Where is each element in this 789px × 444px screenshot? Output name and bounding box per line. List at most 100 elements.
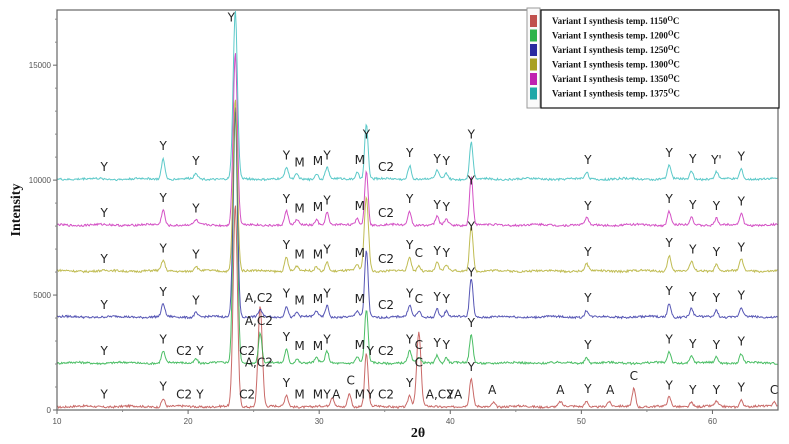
peak-label: Y [191,247,200,261]
peak-label: Y [712,199,721,213]
peak-label: Y [432,336,441,350]
peak-label: Y [583,291,592,305]
peak-label: Y [665,192,674,206]
peak-label: M [294,388,304,402]
peak-label: Y [688,337,697,351]
peak-label: Y [191,293,200,307]
peak-label: M [294,155,304,169]
x-tick-label: 10 [53,417,62,426]
peak-label: Y [282,286,291,300]
peak-label: A,C2 [245,314,273,328]
peak-label: A,C2 [245,291,273,305]
peak-label: A [454,388,463,402]
peak-label: Y [737,150,746,164]
y-axis-title: Intensity [9,184,24,237]
peak-label: Y [737,240,746,254]
series-line-5 [56,11,778,182]
peak-label: Y [432,152,441,166]
peak-label: M [313,200,323,214]
peak-label: Y [665,146,674,160]
peak-label: Y [366,388,375,402]
peak-label: Y [688,243,697,257]
peak-label: Y [665,236,674,250]
peak-label: Y [100,160,109,174]
peak-label: C2 [378,344,394,358]
x-axis: 10 20 30 40 50 60 [53,410,717,426]
peak-label: M [294,293,304,307]
peak-label: C [415,338,423,352]
y-tick-label: 10000 [29,176,52,185]
peak-label: Y [665,284,674,298]
y-tick-label: 15000 [29,61,52,70]
peak-label: Y [467,266,476,280]
peak-label: Y [405,286,414,300]
peak-label: M [355,338,365,352]
peak-label: Y [442,200,451,214]
peak-label: M [313,247,323,261]
peak-label: Y [583,245,592,259]
legend-label: Variant I synthesis temp. 1200OC [552,30,680,41]
peak-label: Y [688,383,697,397]
peak-label: Y [446,388,455,402]
peak-label: C2 [378,298,394,312]
peak-label: Y [366,344,375,358]
series-line-1 [56,112,778,366]
peak-label: Y [583,199,592,213]
peak-label: Y [432,290,441,304]
y-tick-label: 0 [47,406,52,415]
legend-label: Variant I synthesis temp. 1150OC [552,15,679,26]
peak-label: Y [665,332,674,346]
peak-label: Y [159,285,168,299]
peak-label: Y [583,153,592,167]
peak-label: C2 [239,388,255,402]
legend-label: Variant I synthesis temp. 1300OC [552,59,680,70]
peak-label: M [313,154,323,168]
peak-label: Y [405,332,414,346]
peak-label: C2 [239,344,255,358]
peak-label: Y [282,192,291,206]
peak-label: Y [583,338,592,352]
peak-label: Y [322,388,331,402]
x-tick-label: 40 [446,417,455,426]
plot-frame [56,9,779,411]
peak-label: Y [191,154,200,168]
peak-label: Y [100,298,109,312]
x-tick-label: 30 [315,417,324,426]
peak-label: C2 [176,344,192,358]
peak-label: Y [432,244,441,258]
peak-label: A [332,388,341,402]
peak-label: C [346,374,354,388]
peak-label: Y [159,139,168,153]
peak-label: Y [362,128,371,142]
peak-label: C [415,292,423,306]
peak-label: C [415,355,423,369]
peak-label: Y [442,154,451,168]
x-tick-label: 60 [708,417,717,426]
peak-label: M [313,339,323,353]
peak-label: Y [737,335,746,349]
peak-label: M [355,153,365,167]
legend-box [540,9,780,109]
peak-label: Y [282,148,291,162]
peak-label: Y [322,148,331,162]
peak-label: Y [737,381,746,395]
peak-label: Y [100,388,109,402]
series-line-0 [56,205,778,410]
peak-label: Y [405,376,414,390]
peak-label: Y [442,338,451,352]
peak-label: M [355,199,365,213]
peak-label: C2 [378,252,394,266]
peak-label: Y [322,286,331,300]
peak-label: Y [282,238,291,252]
peak-label: Y [737,289,746,303]
peak-label: C2 [378,160,394,174]
peak-label: Y [432,198,441,212]
peak-label: A [488,383,497,397]
peak-label: M [355,292,365,306]
peak-label: Y [712,291,721,305]
peak-label: Y [737,194,746,208]
peak-label: Y [195,344,204,358]
legend-swatch [530,44,537,56]
peak-label: Y [282,376,291,390]
